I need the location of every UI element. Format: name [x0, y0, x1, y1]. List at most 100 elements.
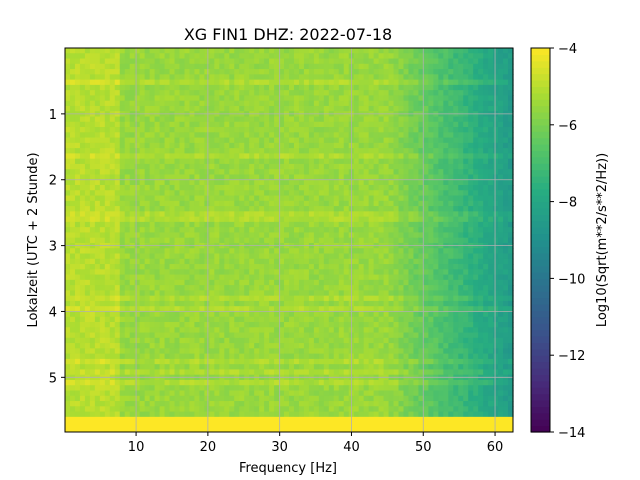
spectrogram-cell [443, 300, 449, 307]
spectrogram-cell [109, 295, 116, 302]
spectrogram-cell [69, 290, 76, 297]
spectrogram-cell [378, 290, 385, 297]
spectrogram-cell [333, 311, 340, 318]
spectrogram-cell [194, 105, 200, 112]
spectrogram-cell [293, 158, 300, 165]
spectrogram-cell [264, 116, 270, 123]
spectrogram-cell [289, 153, 295, 160]
spectrogram-cell [289, 74, 295, 81]
spectrogram-cell [498, 216, 504, 223]
spectrogram-cell [259, 216, 265, 223]
spectrogram-cell [468, 332, 474, 339]
spectrogram-cell [194, 306, 200, 313]
spectrogram-cell [109, 148, 116, 154]
spectrogram-cell [184, 179, 191, 186]
spectrogram-cell [199, 327, 205, 334]
spectrogram-cell [378, 211, 385, 218]
spectrogram-cell [119, 153, 126, 160]
spectrogram-cell [373, 306, 380, 313]
spectrogram-cell [234, 269, 240, 276]
spectrogram-cell [508, 132, 514, 139]
spectrogram-cell [249, 285, 255, 291]
spectrogram-cell [473, 327, 479, 334]
spectrogram-cell [438, 221, 444, 228]
spectrogram-cell [139, 337, 146, 344]
spectrogram-cell [463, 274, 469, 281]
spectrogram-cell [284, 200, 290, 207]
spectrogram-cell [448, 69, 454, 75]
spectrogram-cell [144, 53, 151, 60]
spectrogram-cell [488, 185, 494, 191]
spectrogram-cell [463, 179, 469, 186]
spectrogram-cell [134, 84, 141, 91]
spectrogram-cell [249, 163, 255, 170]
spectrogram-cell [244, 327, 250, 334]
spectrogram-cell [388, 95, 395, 102]
spectrogram-cell [134, 322, 141, 328]
spectrogram-cell [149, 200, 156, 207]
spectrogram-cell [74, 90, 81, 97]
spectrogram-cell [353, 327, 360, 334]
spectrogram-cell [239, 74, 245, 81]
spectrogram-cell [438, 248, 444, 255]
spectrogram-cell [368, 211, 375, 218]
spectrogram-cell [488, 195, 494, 202]
spectrogram-cell [124, 227, 131, 234]
spectrogram-cell [264, 79, 270, 86]
spectrogram-cell [114, 185, 121, 191]
spectrogram-cell [84, 48, 91, 54]
spectrogram-cell [189, 269, 196, 276]
spectrogram-cell [269, 195, 275, 202]
spectrogram-cell [438, 216, 444, 223]
spectrogram-cell [418, 53, 424, 60]
spectrogram-cell [189, 95, 196, 102]
spectrogram-cell [239, 90, 245, 97]
spectrogram-cell [488, 48, 494, 54]
spectrogram-cell [418, 295, 424, 302]
spectrogram-cell [284, 105, 290, 112]
spectrogram-cell [353, 105, 360, 112]
spectrogram-cell [219, 322, 225, 328]
spectrogram-cell [149, 279, 156, 286]
spectrogram-cell [269, 264, 275, 270]
spectrogram-cell [408, 63, 415, 70]
spectrogram-cell [89, 285, 96, 291]
spectrogram-cell [244, 211, 250, 218]
spectrogram-cell [114, 63, 121, 70]
spectrogram-cell [144, 248, 151, 255]
spectrogram-cell [234, 163, 240, 170]
spectrogram-cell [403, 74, 410, 81]
spectrogram-cell [413, 290, 420, 297]
spectrogram-cell [74, 185, 81, 191]
spectrogram-cell [269, 300, 275, 307]
spectrogram-cell [328, 216, 335, 223]
spectrogram-cell [94, 237, 101, 244]
spectrogram-cell [114, 121, 121, 128]
spectrogram-cell [99, 279, 106, 286]
spectrogram-cell [179, 105, 186, 112]
spectrogram-cell [303, 290, 310, 297]
spectrogram-cell [413, 190, 420, 197]
spectrogram-cell [303, 132, 310, 139]
spectrogram-cell [189, 169, 196, 176]
spectrogram-cell [303, 185, 310, 191]
spectrogram-cell [338, 206, 345, 212]
spectrogram-cell [378, 311, 385, 318]
spectrogram-cell [79, 53, 86, 60]
spectrogram-cell [378, 53, 385, 60]
spectrogram-cell [144, 116, 151, 123]
spectrogram-cell [378, 148, 385, 154]
spectrogram-cell [214, 206, 220, 212]
spectrogram-cell [289, 158, 295, 165]
spectrogram-cell [393, 264, 400, 270]
spectrogram-cell [478, 237, 484, 244]
spectrogram-cell [408, 90, 415, 97]
spectrogram-cell [239, 337, 245, 344]
spectrogram-cell [99, 153, 106, 160]
spectrogram-cell [194, 153, 200, 160]
spectrogram-cell [343, 127, 350, 133]
spectrogram-cell [398, 227, 405, 234]
spectrogram-cell [453, 295, 459, 302]
spectrogram-cell [368, 79, 375, 86]
spectrogram-cell [418, 290, 424, 297]
